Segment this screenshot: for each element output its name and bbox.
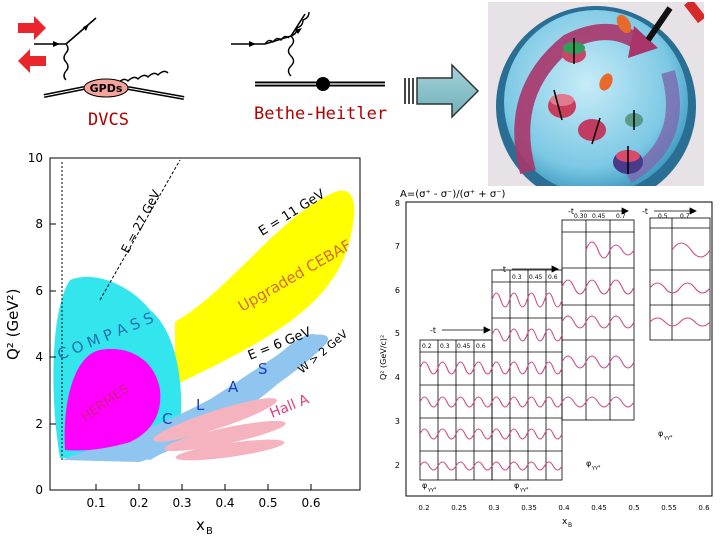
t-label-c: -t (568, 207, 574, 216)
x-tick-1: 0.1 (86, 496, 105, 510)
gpds-blob (83, 78, 129, 98)
phi-label-a: φ (422, 481, 427, 490)
x-tick-3: 0.3 (172, 496, 191, 510)
phi-label-b: φ (514, 481, 519, 490)
clas-a: A (228, 378, 239, 396)
x-axis-label: x (196, 516, 205, 534)
bethe-heitler-diagram (231, 11, 385, 91)
phi-label-c: φ (586, 459, 591, 468)
dvcs-label: DVCS (88, 110, 129, 130)
asym-y-7: 7 (395, 242, 400, 251)
t-label-d: -t (642, 207, 648, 216)
t-b-2: 0.6 (548, 274, 558, 281)
x-axis-sub: B (206, 526, 213, 537)
t-c-1: 0.45 (592, 213, 606, 220)
x-tick-6: 0.6 (301, 496, 320, 510)
clas-c: C (162, 410, 172, 428)
t-a-0: 0.2 (422, 343, 432, 350)
asym-x-axis-label: x (562, 517, 568, 527)
bethe-heitler-label: Bethe-Heitler (254, 104, 388, 124)
asym-y-5: 5 (395, 329, 400, 338)
asym-x-7: 0.55 (661, 504, 677, 512)
asym-y-4: 4 (395, 373, 400, 382)
asym-y-6: 6 (395, 286, 400, 295)
asym-x-2: 0.3 (488, 504, 499, 512)
x-tick-4: 0.4 (215, 496, 234, 510)
y-tick-0: 0 (35, 483, 43, 497)
y-tick-8: 8 (35, 217, 43, 231)
asym-x-axis-sub: B (568, 522, 572, 529)
asym-x-8: 0.6 (698, 504, 710, 512)
t-b-0: 0.3 (512, 274, 522, 281)
t-a-3: 0.6 (476, 343, 486, 350)
y-tick-4: 4 (35, 350, 43, 364)
asym-curves (419, 241, 711, 471)
asym-y-2: 2 (395, 461, 400, 470)
phi-sub-d: γγ* (664, 435, 673, 441)
asym-y-axis-label: Q² (GeV/c)² (379, 335, 388, 380)
x-tick-2: 0.2 (129, 496, 148, 510)
t-c-0: 0.30 (574, 213, 588, 220)
t-d-0: 0.5 (658, 213, 668, 220)
kinematics-ticks (50, 157, 312, 491)
kinematics-plot: 0 2 4 6 8 10 0.1 0.2 0.3 0.4 0.5 0.6 Q² … (4, 151, 361, 537)
phi-sub-b: γγ* (520, 487, 529, 493)
clas-s: S (258, 360, 268, 378)
y-tick-2: 2 (35, 417, 43, 431)
clas-l: L (196, 396, 205, 414)
asym-y-8: 8 (395, 199, 400, 208)
t-a-1: 0.3 (440, 343, 450, 350)
t-a-2: 0.45 (457, 343, 471, 350)
t-label-a: -t (430, 326, 436, 335)
gpds-label: GPDs (90, 82, 123, 95)
t-c-2: 0.7 (616, 213, 626, 220)
x-tick-5: 0.5 (258, 496, 277, 510)
asym-y-3: 3 (395, 417, 400, 426)
y-axis-label: Q² (GeV²) (4, 289, 22, 360)
nucleon-illustration (488, 2, 704, 187)
t-d-1: 0.7 (680, 213, 690, 220)
asym-x-5: 0.45 (591, 504, 607, 512)
big-arrow-icon (404, 63, 480, 119)
y-tick-6: 6 (35, 284, 43, 298)
t-b-1: 0.45 (529, 274, 543, 281)
asym-x-4: 0.4 (558, 504, 570, 512)
asymmetry-plot: A=(σ⁺ - σ⁻)/(σ⁺ + σ⁻) (372, 186, 720, 540)
t-label-b: -t (500, 265, 506, 274)
asym-x-1: 0.25 (451, 504, 467, 512)
asym-grid (419, 217, 711, 481)
arrow-left-icon (18, 49, 46, 73)
y-tick-10: 10 (28, 151, 43, 165)
phi-label-d: φ (658, 429, 663, 438)
asym-x-0: 0.2 (418, 504, 429, 512)
phi-sub-c: γγ* (592, 465, 601, 471)
asym-x-3: 0.35 (521, 504, 537, 512)
asym-title: A=(σ⁺ - σ⁻)/(σ⁺ + σ⁻) (400, 189, 505, 200)
asym-x-6: 0.5 (628, 504, 639, 512)
dvcs-diagram: GPDs (18, 16, 185, 100)
phi-sub-a: γγ* (428, 487, 437, 493)
arrow-right-icon (18, 16, 46, 40)
